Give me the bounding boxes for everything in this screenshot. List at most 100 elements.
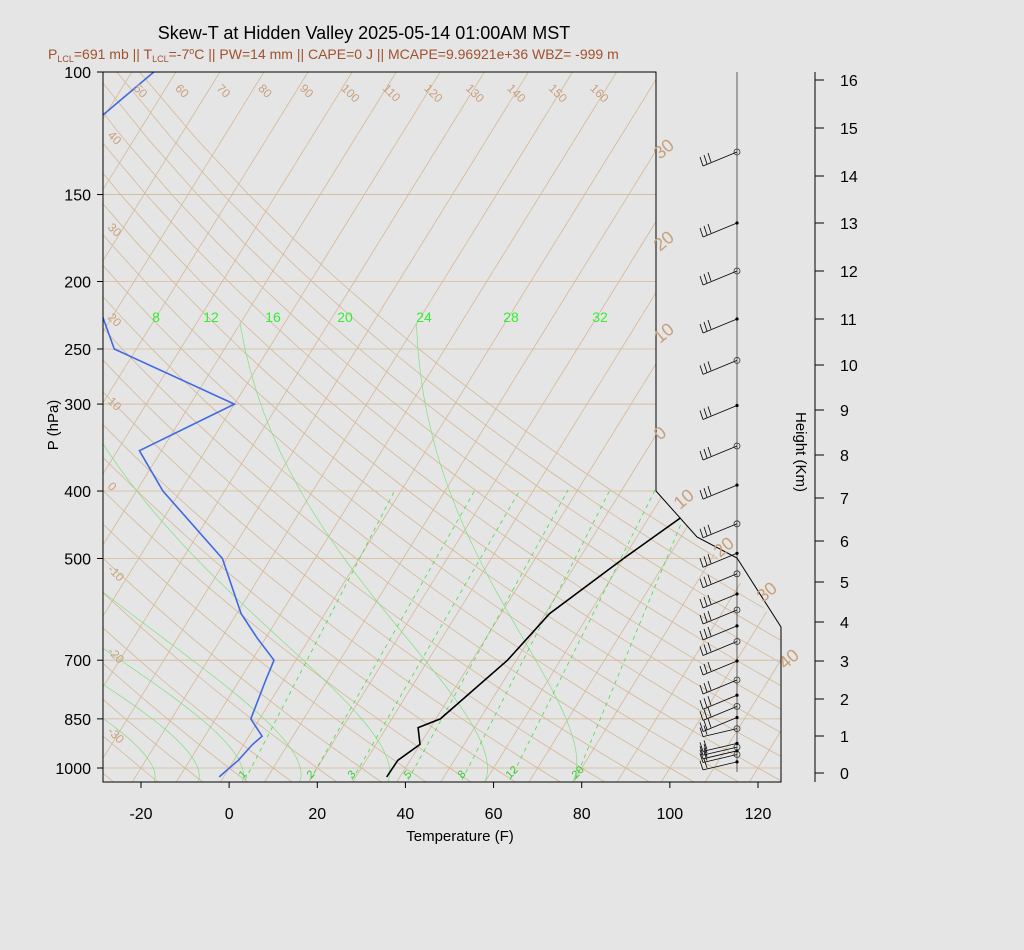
mixing-ratio-line	[509, 489, 656, 781]
temperature-tick-label: 80	[573, 806, 591, 823]
isotherm-labels: 50 60 70 80 90 100 110 120 130 140 150 160403020100…	[105, 81, 612, 746]
wind-barb-staff	[702, 746, 738, 756]
height-tick-label: 6	[840, 534, 849, 551]
wind-barb-flag	[703, 758, 708, 769]
wind-level-dot	[735, 624, 739, 628]
moist-adiabat-line	[103, 323, 302, 782]
wind-barb-flag	[707, 406, 712, 416]
mixing-ratio-line	[574, 489, 696, 781]
theta-e-label: 32	[592, 309, 608, 325]
isotherm-label: 60	[172, 81, 192, 101]
height-tick-label: 10	[840, 358, 858, 375]
temperature-tick-label: 120	[745, 806, 772, 823]
wind-barb-flag	[703, 709, 708, 719]
wind-barb-flag	[707, 718, 712, 728]
dry-adiabat-line	[103, 72, 160, 782]
height-tick-label: 2	[840, 692, 849, 709]
wind-level-circle	[733, 442, 741, 450]
isotherm-line	[307, 72, 759, 782]
pw-scale-label: 30	[753, 578, 781, 606]
wind-level-dot	[735, 483, 739, 487]
isotherm-label: 30	[105, 220, 125, 240]
dry-adiabat-line	[103, 72, 517, 782]
dewpoint-line	[103, 72, 275, 778]
theta-e-label: 20	[337, 309, 353, 325]
x-axis-label: Temperature (F)	[406, 828, 514, 845]
isotherm-line	[103, 72, 230, 782]
mixing-ratio-line	[461, 489, 611, 781]
wind-barb-flag	[707, 626, 712, 637]
height-tick-label: 8	[840, 448, 849, 465]
wind-barb-flag	[707, 524, 712, 534]
wind-level-dot	[735, 715, 739, 720]
wind-barb-staff	[702, 625, 738, 641]
theta-e-label: 8	[152, 309, 160, 325]
isotherm-label: 20	[105, 310, 125, 330]
temperature-tick-label: -20	[129, 806, 152, 823]
theta-e-label: 24	[416, 309, 432, 325]
isotherm-label: 40	[105, 128, 125, 148]
moist-adiabat-line	[239, 323, 488, 782]
wind-barb-flag	[707, 223, 712, 234]
height-tick-label: 15	[840, 121, 858, 138]
isotherm-line	[572, 72, 781, 782]
wind-level-circle	[733, 606, 741, 614]
mixing-ratio-label: 3	[346, 768, 359, 781]
moist-adiabat-line	[103, 323, 244, 782]
wind-barb-flag	[707, 554, 712, 564]
wind-barb-flag	[699, 760, 704, 771]
wind-level-dot	[735, 551, 739, 555]
wind-barb-flag	[699, 711, 704, 721]
pressure-ticks: 100 150 200 250 300 400 500 700 850 1000	[55, 65, 103, 778]
wind-barb-flag	[703, 644, 708, 654]
wind-level-circle	[733, 703, 741, 710]
isotherm-line	[103, 72, 495, 782]
dry-adiabat-line	[103, 72, 383, 782]
wind-barb-staff	[702, 750, 738, 760]
wind-barb-flag	[699, 275, 704, 286]
height-tick-label: 9	[840, 403, 849, 420]
mixing-ratio-line	[244, 489, 396, 781]
wind-barb-staff	[702, 728, 738, 737]
moist-adiabat-line	[103, 323, 391, 782]
isotherm-line	[175, 72, 627, 782]
dry-adiabat-line	[103, 72, 294, 782]
height-tick-label: 11	[840, 312, 857, 329]
pw-scale-label: 20	[650, 227, 678, 255]
wind-barb-flag	[699, 598, 704, 609]
mixing-ratio-label: 20	[570, 764, 587, 781]
isotherm-line	[484, 72, 781, 782]
pw-scale-label: 40	[775, 645, 803, 673]
wind-barb-flag	[703, 743, 708, 754]
wind-level-dot	[735, 741, 739, 746]
wind-barb-flag	[699, 745, 704, 756]
isotherm-line	[103, 72, 539, 782]
wind-barb-staff	[702, 222, 738, 238]
pressure-tick-label: 150	[64, 188, 91, 205]
pw-scale-label: 10	[650, 319, 678, 347]
pressure-tick-label: 850	[64, 712, 91, 729]
isotherm-line	[263, 72, 715, 782]
wind-barb-flag	[703, 698, 708, 708]
dry-adiabat-line	[103, 72, 428, 782]
isotherm-line	[925, 56, 1024, 782]
isotherm-label: -10	[105, 562, 127, 584]
wind-barb-staff	[702, 754, 738, 763]
isotherm-label: 100	[338, 81, 362, 105]
wind-level-dot	[735, 659, 739, 663]
wind-barb-staff	[702, 694, 738, 710]
wind-barb-flag	[699, 558, 704, 568]
isotherm-line	[103, 72, 142, 782]
temperature-ticks: -20 0 20 40 60 80 100 120	[129, 782, 771, 823]
wind-barb-flag	[703, 408, 708, 418]
wind-barb-flag	[699, 753, 704, 763]
isotherm-line	[704, 72, 781, 782]
wind-barb-flag	[699, 528, 704, 538]
dry-adiabat-line	[103, 72, 339, 782]
wind-barb-staff	[702, 405, 738, 420]
wind-barb-staff	[702, 445, 738, 461]
wind-level-dot	[735, 221, 739, 225]
wind-barb-flag	[707, 319, 712, 330]
wind-barb-flag	[703, 612, 708, 623]
